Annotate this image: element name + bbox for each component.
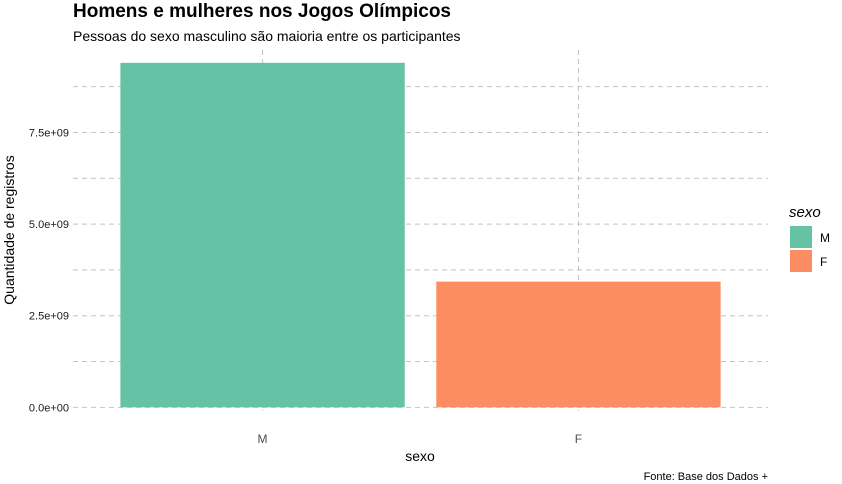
- x-tick-label-m: M: [258, 432, 268, 446]
- y-tick-label: 2.5e+09: [29, 311, 69, 323]
- chart-title: Homens e mulheres nos Jogos Olímpicos: [73, 1, 451, 22]
- y-tick-label: 5.0e+09: [29, 219, 69, 231]
- bars: [120, 62, 721, 408]
- y-axis-ticks: 0.0e+00 2.5e+09 5.0e+09 7.5e+09: [29, 127, 69, 414]
- y-tick-label: 0.0e+00: [29, 402, 69, 414]
- chart-subtitle: Pessoas do sexo masculino são maioria en…: [73, 28, 461, 44]
- legend-key-m: [790, 226, 812, 248]
- legend-label-m: M: [820, 231, 830, 245]
- y-axis-title: Quantidade de registros: [1, 155, 17, 304]
- x-axis-title: sexo: [405, 448, 435, 464]
- legend-label-f: F: [820, 255, 827, 269]
- bar-f: [436, 281, 721, 408]
- y-tick-label: 7.5e+09: [29, 127, 69, 139]
- legend: sexo MF: [789, 204, 830, 272]
- legend-items: MF: [790, 226, 830, 272]
- x-tick-label-f: F: [575, 432, 582, 446]
- legend-key-f: [790, 250, 812, 272]
- legend-title: sexo: [789, 204, 821, 221]
- bar-m: [120, 62, 405, 408]
- chart-caption: Fonte: Base dos Dados +: [644, 471, 768, 483]
